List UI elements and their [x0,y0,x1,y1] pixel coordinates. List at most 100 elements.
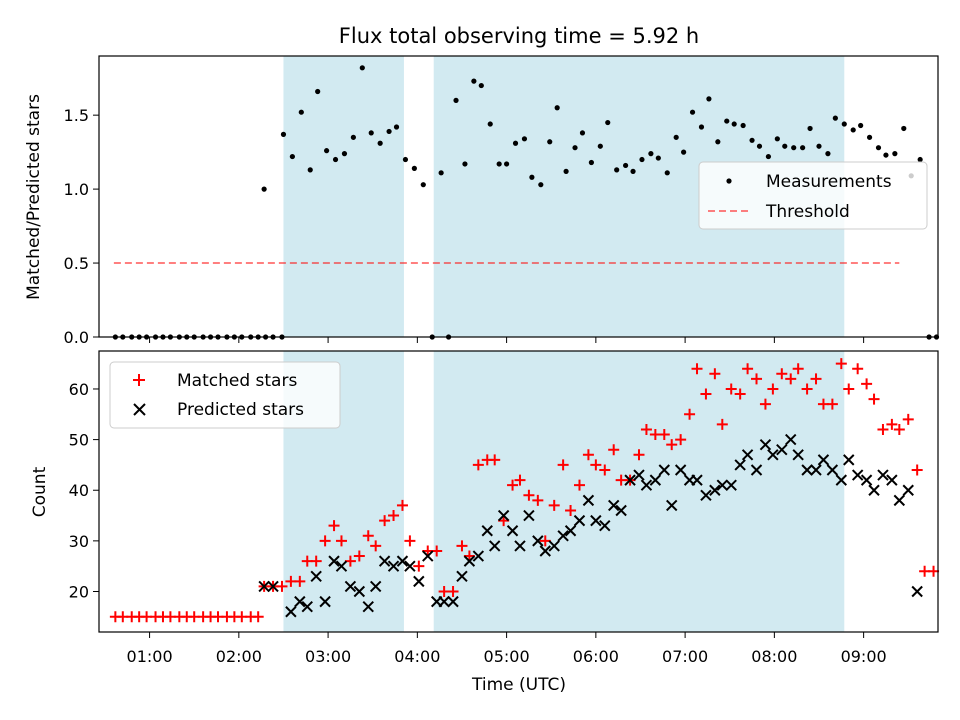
measurement-point [866,134,873,140]
predicted-star-point [734,459,746,471]
predicted-star-point [902,484,914,496]
measurement-point [289,153,295,160]
top-x-ticks [149,337,865,343]
measurement-point [324,148,330,154]
predicted-star-point [523,509,535,522]
matched-star-point [276,580,288,592]
matched-star-point [362,530,374,542]
legend-label-threshold: Threshold [765,202,850,222]
predicted-star-point [378,555,391,567]
matched-star-point [472,459,484,471]
matched-star-point [523,489,535,501]
matched-star-point [252,611,264,623]
bottom-y-tick-label: 20 [69,582,89,601]
predicted-star-point [868,484,880,496]
measurement-point [655,155,661,161]
predicted-star-point [725,479,737,491]
measurement-point [393,124,400,130]
measurement-point [832,115,838,121]
bottom-shaded-intervals [283,351,845,632]
predicted-star-point [539,545,551,557]
bottom-legend: Matched stars Predicted stars [109,361,341,429]
legend-label-measurements: Measurements [766,172,892,192]
predicted-star-point [573,514,586,527]
matched-star-point [684,408,696,420]
predicted-star-point [776,444,788,456]
top-panel: 0.0 0.5 1.0 1.5 Matched/Predicted stars Mea… [24,55,940,347]
measurement-point [402,156,409,163]
predicted-star-point [801,464,813,476]
measurement-point [883,152,889,158]
measurement-point [453,97,459,103]
measurement-point [332,156,339,163]
matched-star-point [396,499,408,511]
chart-title: Flux total observing time = 5.92 h [339,24,699,48]
measurement-point [496,161,502,167]
measurement-point [731,121,737,127]
matched-star-point [810,373,822,385]
x-tick-label: 04:00 [394,647,440,666]
predicted-star-point [438,595,450,608]
predicted-star-point [328,555,340,567]
matched-star-point [666,439,678,451]
matched-star-point [852,363,864,375]
matched-star-point [801,383,813,395]
top-legend-box [698,161,928,230]
matched-star-point [734,388,746,400]
predicted-star-point [843,454,855,466]
matched-star-point [792,363,804,375]
bottom-legend-box [109,361,341,429]
matched-star-point [911,464,923,476]
measurement-point [368,130,374,136]
measurement-point [359,65,365,71]
measurement-point [471,78,477,84]
predicted-star-point [258,580,270,593]
predicted-star-point [674,464,687,476]
predicted-star-point [767,449,779,461]
matched-star-point [447,585,459,597]
matched-star-point [456,540,468,552]
x-tick-label: 07:00 [662,647,708,666]
predicted-star-point [792,449,804,461]
predicted-star-point [319,595,331,608]
matched-star-point [776,368,788,380]
bottom-panel: 20 30 40 50 60 01:00 02:00 03:00 04:00 05:00 06:0… [30,350,940,695]
matched-star-point [539,535,551,547]
predicted-star-point [387,560,400,572]
measurement-point [639,156,645,163]
predicted-star-point [877,469,889,481]
measurement-point [756,143,763,149]
matched-star-point [928,565,940,577]
matched-star-point [335,535,347,547]
matched-star-point [767,383,779,395]
legend-label-matched: Matched stars [177,371,297,391]
matched-star-point [507,479,519,491]
matched-star-point [893,423,905,435]
predicted-star-point [826,464,839,476]
matched-star-point [388,510,400,522]
measurement-point [579,130,586,136]
bottom-x-ticks: 01:00 02:00 03:00 04:00 05:00 06:00 07:00 08:00… [127,632,887,666]
measurement-point [563,168,569,174]
predicted-star-point [301,600,313,613]
matched-star-point [404,535,416,547]
x-tick-label: 03:00 [305,647,351,666]
matched-star-point [835,358,847,370]
predicted-star-point [396,555,409,567]
predicted-star-point [607,499,620,512]
measurement-point [800,145,806,151]
measurement-point [597,143,603,149]
measurement-point [538,182,544,188]
predicted-star-point [911,585,923,598]
measurement-point [715,139,721,145]
measurement-point [917,156,923,163]
measurement-point [341,151,348,157]
measurement-point [774,136,780,142]
predicted-star-point [633,469,645,481]
predicted-star-point [750,464,763,476]
matched-star-point [319,535,331,547]
matched-star-point [716,418,728,430]
x-tick-label: 05:00 [484,647,530,666]
x-tick-label: 09:00 [841,647,887,666]
matched-star-point [742,363,754,375]
